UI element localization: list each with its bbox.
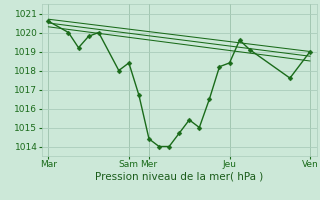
- X-axis label: Pression niveau de la mer( hPa ): Pression niveau de la mer( hPa ): [95, 172, 263, 182]
